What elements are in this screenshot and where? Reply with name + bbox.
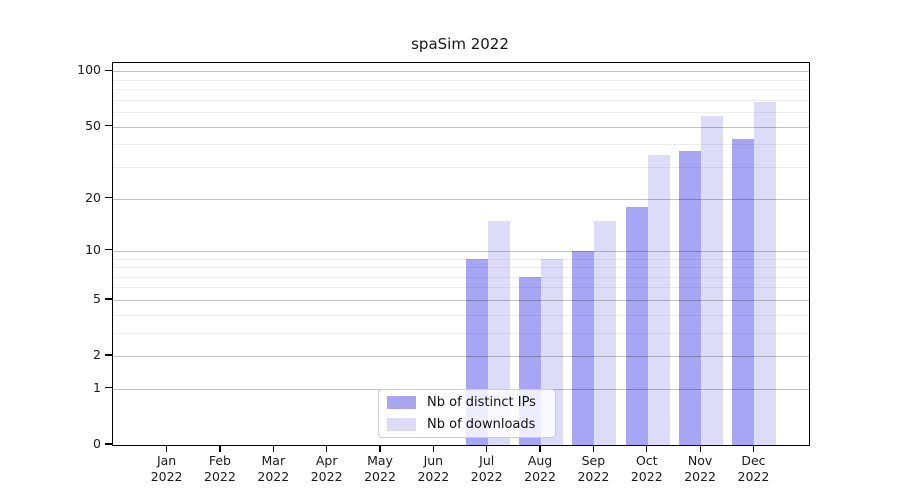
y-tick-label-2: 2	[93, 347, 101, 363]
y-tick-label-5: 5	[93, 290, 101, 306]
y-tick-mark-2	[105, 354, 112, 356]
x-tick-mark-apr	[326, 445, 328, 452]
x-tick-label-may: May 2022	[364, 453, 396, 484]
x-tick-mark-jun	[432, 445, 434, 452]
x-tick-mark-aug	[539, 445, 541, 452]
x-tick-label-oct: Oct 2022	[630, 453, 663, 484]
bar-distinct-ips-dec	[732, 138, 755, 445]
x-tick-label-apr: Apr 2022	[310, 453, 343, 484]
legend-label-downloads: Nb of downloads	[427, 417, 536, 432]
x-tick-mark-dec	[752, 445, 755, 452]
x-tick-label-aug: Aug 2022	[524, 453, 556, 484]
legend: Nb of distinct IPs Nb of downloads	[378, 389, 556, 438]
y-tick-mark-20	[105, 196, 112, 199]
x-tick-mark-feb	[219, 445, 221, 452]
x-tick-mark-oct	[646, 445, 648, 452]
y-tick-label-100: 100	[77, 62, 101, 78]
y-tick-mark-100	[105, 69, 112, 71]
x-tick-label-feb: Feb 2022	[204, 453, 236, 484]
y-tick-label-0: 0	[93, 436, 101, 451]
x-tick-label-sep: Sep 2022	[577, 453, 610, 484]
x-tick-label-jan: Jan 2022	[150, 453, 183, 484]
y-tick-label-50: 50	[85, 117, 101, 133]
bar-distinct-ips-oct	[625, 206, 648, 445]
x-tick-mark-jul	[486, 445, 488, 452]
x-tick-label-jul: Jul 2022	[470, 453, 503, 484]
y-tick-mark-50	[105, 125, 112, 127]
bar-downloads-sep	[594, 220, 617, 445]
x-tick-mark-jan	[166, 445, 168, 452]
x-tick-label-dec: Dec 2022	[737, 453, 770, 484]
x-tick-label-mar: Mar 2022	[257, 453, 290, 484]
bar-downloads-jul	[487, 220, 510, 445]
legend-swatch-downloads	[387, 418, 416, 431]
x-tick-label-jun: Jun 2022	[417, 453, 450, 484]
bar-downloads-oct	[647, 154, 670, 445]
bar-distinct-ips-nov	[679, 150, 702, 445]
bar-distinct-ips-sep	[572, 250, 595, 445]
y-tick-label-10: 10	[85, 241, 101, 257]
legend-label-distinct-ips: Nb of distinct IPs	[427, 395, 536, 410]
x-tick-label-nov: Nov 2022	[684, 453, 716, 484]
y-tick-mark-10	[105, 249, 112, 251]
y-tick-label-20: 20	[85, 189, 101, 205]
bar-downloads-dec	[754, 102, 777, 445]
y-tick-mark-5	[105, 298, 112, 300]
legend-swatch-distinct-ips	[387, 396, 416, 409]
legend-row-downloads: Nb of downloads	[387, 417, 547, 432]
x-tick-mark-mar	[272, 445, 274, 452]
bar-downloads-nov	[701, 116, 724, 445]
x-tick-mark-nov	[699, 445, 701, 452]
x-tick-mark-sep	[592, 445, 594, 452]
x-tick-mark-may	[379, 445, 381, 452]
y-tick-mark-1	[105, 387, 112, 389]
chart-title: spaSim 2022	[411, 35, 509, 53]
y-tick-label-1: 1	[93, 379, 101, 395]
legend-row-distinct-ips: Nb of distinct IPs	[387, 395, 547, 410]
bars-layer	[113, 63, 809, 445]
plot-area	[112, 62, 810, 446]
y-tick-mark-0	[105, 443, 112, 445]
